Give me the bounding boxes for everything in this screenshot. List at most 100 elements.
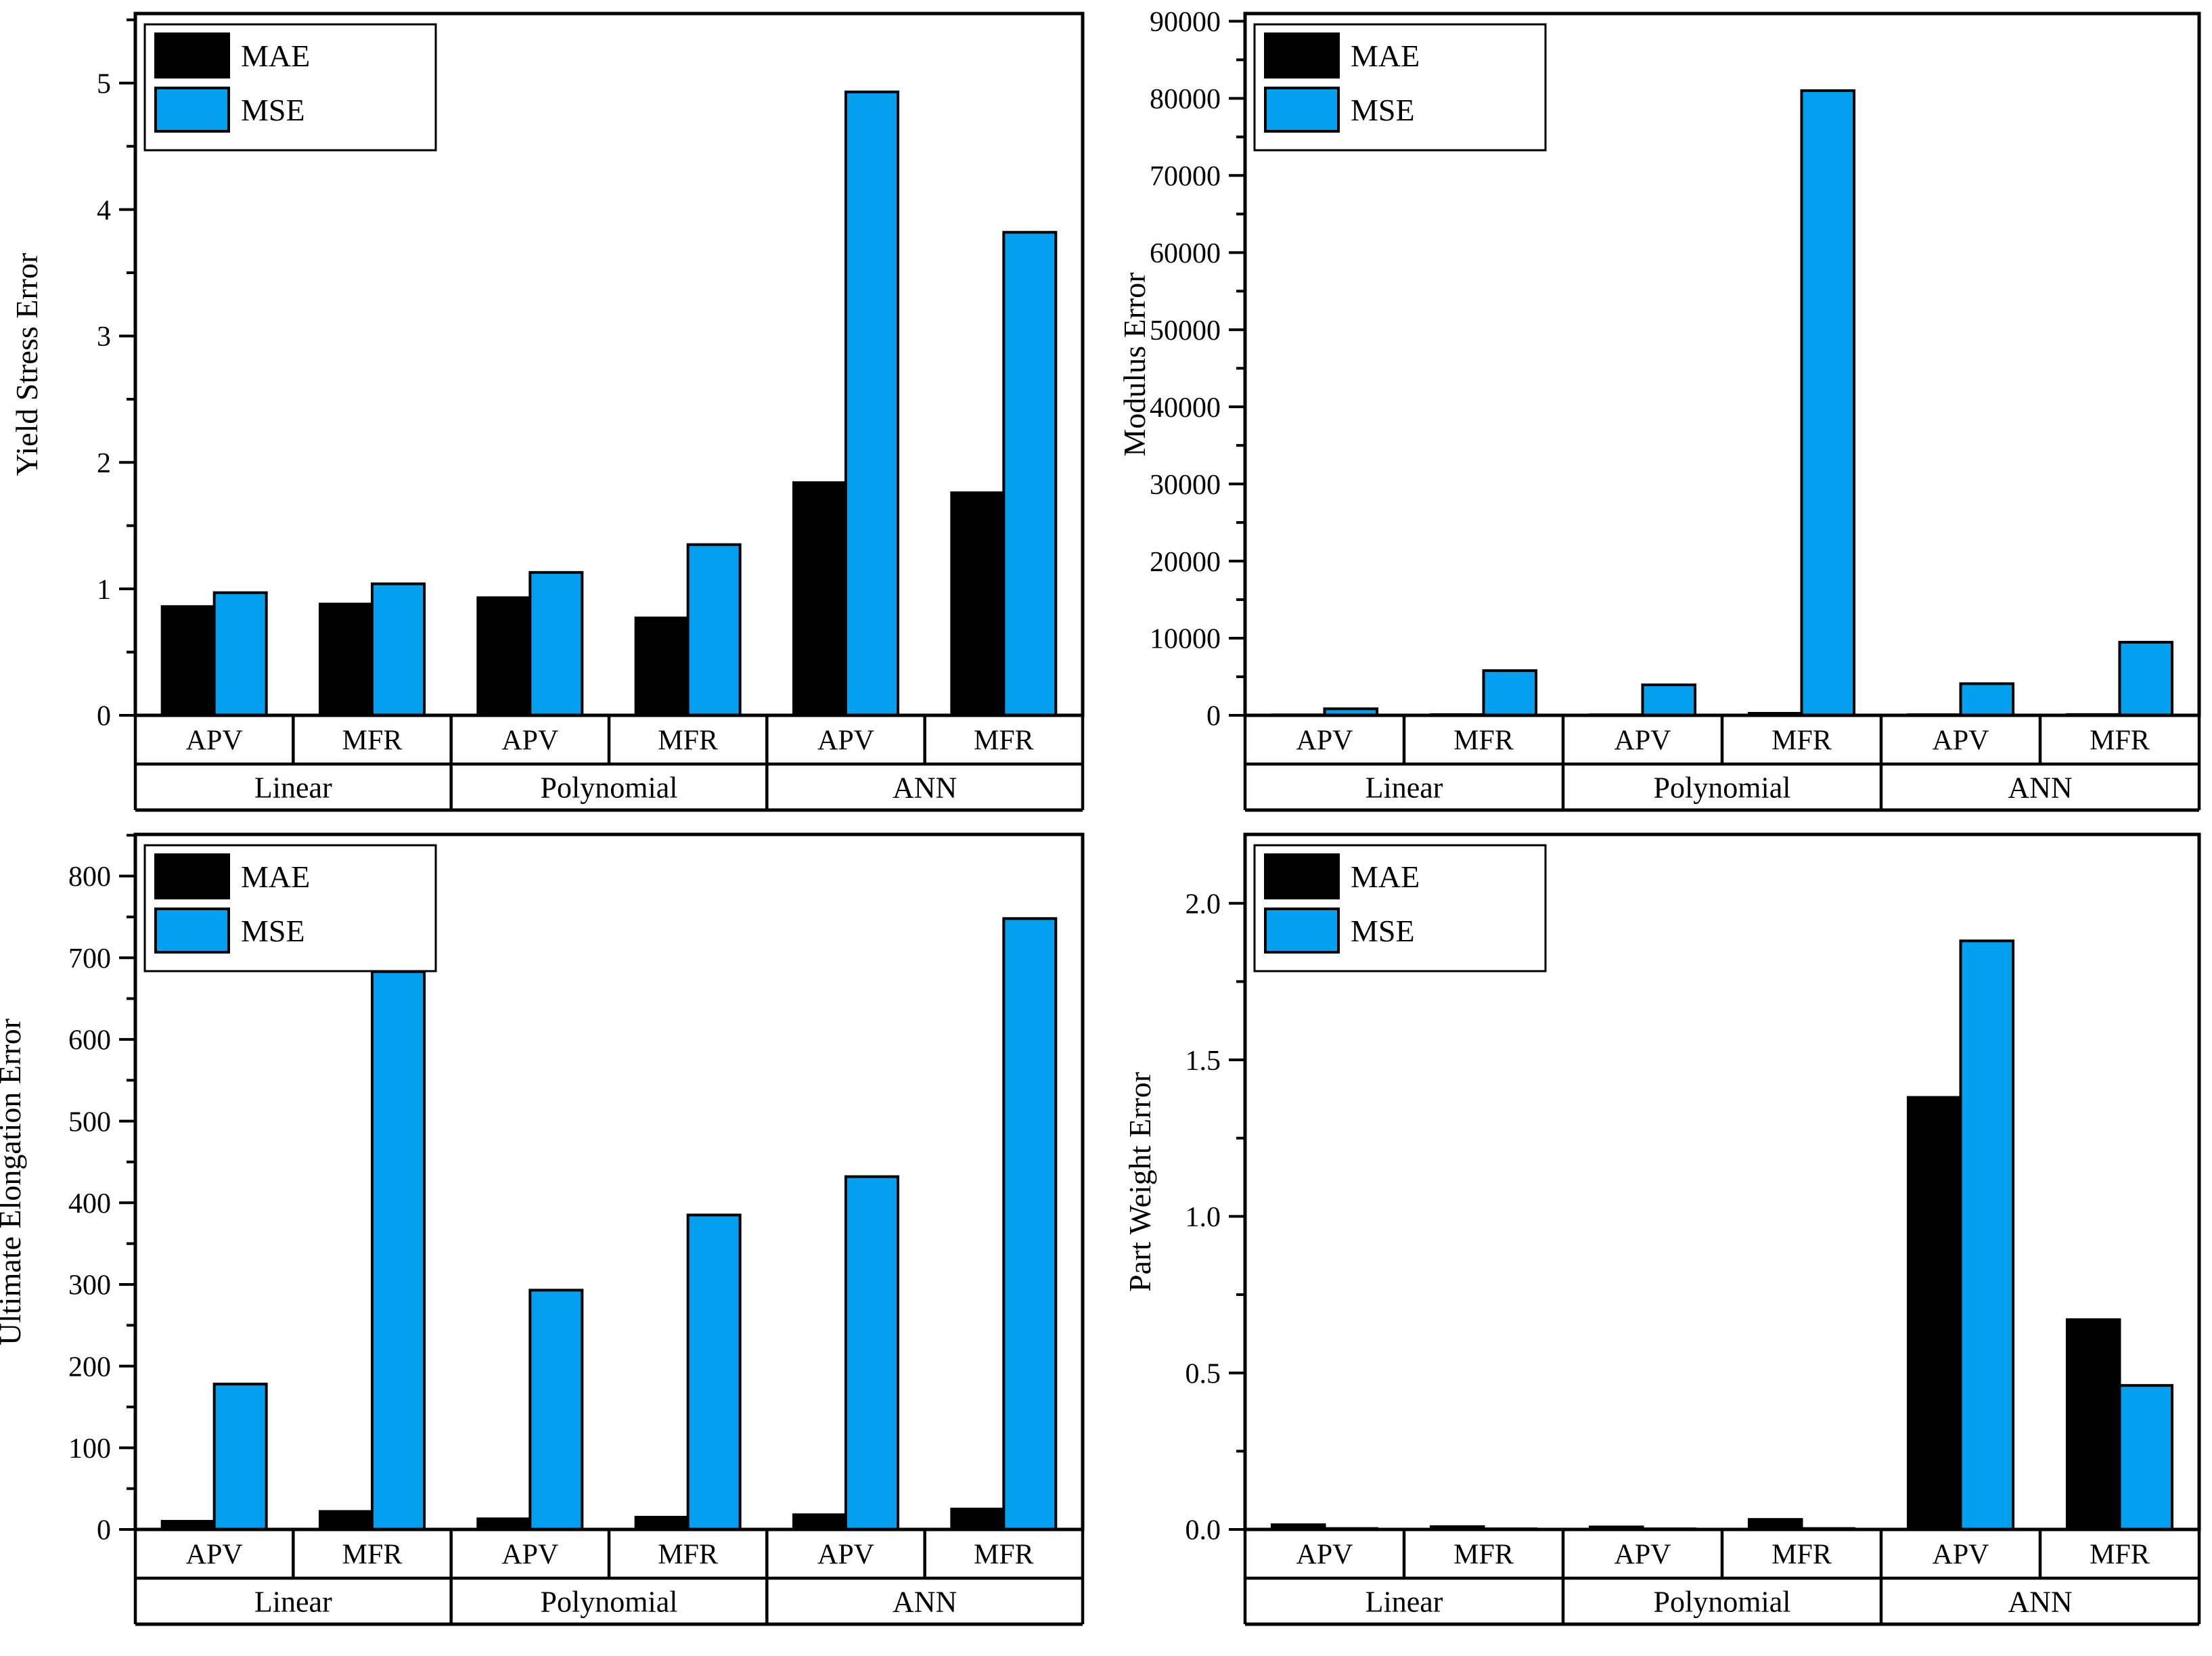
group-label: ANN <box>893 771 957 804</box>
y-axis-title: Modulus Error <box>1117 272 1152 456</box>
subgroup-label: APV <box>1932 1540 1989 1571</box>
bar-MSE-ANN-MFR <box>2118 640 2174 717</box>
bar-MAE-Polynomial-APV <box>476 596 532 717</box>
y-tick-label: 80000 <box>1150 84 1221 115</box>
subgroup-label: MFR <box>658 1540 718 1571</box>
subgroup-label: MFR <box>1771 1540 1832 1571</box>
y-tick-label: 2 <box>97 448 111 479</box>
legend: MAE MSE <box>1253 844 1547 972</box>
legend-swatch-MSE <box>1264 87 1340 133</box>
group-label: Linear <box>1365 771 1443 804</box>
bar-MAE-Polynomial-MFR <box>634 1515 690 1531</box>
subgroup-label: APV <box>501 1540 558 1571</box>
y-tick-label: 50000 <box>1150 315 1221 346</box>
bars <box>160 90 1058 717</box>
bar-MSE-Polynomial-APV <box>1641 683 1697 717</box>
subgroup-label: MFR <box>1771 725 1832 757</box>
subgroup-label: APV <box>1296 1540 1353 1571</box>
subgroup-label: APV <box>1932 725 1989 757</box>
y-tick-label: 0 <box>1206 701 1221 732</box>
y-tick-label: 2.0 <box>1186 889 1221 920</box>
x-axis-table: APV MFR APV MFR APV MFR Linear Polynomial ANN <box>1243 1529 2201 1626</box>
group-label: Polynomial <box>1654 771 1791 804</box>
group-label: Polynomial <box>541 1585 678 1618</box>
legend: MAE MSE <box>143 23 437 152</box>
bar-MAE-ANN-MFR <box>950 491 1006 717</box>
bar-MSE-Polynomial-APV <box>528 1289 584 1531</box>
subgroup-label: MFR <box>1453 1540 1514 1571</box>
y-tick-label: 100 <box>68 1433 111 1464</box>
group-label: Linear <box>1365 1585 1443 1618</box>
bar-MSE-ANN-APV <box>1959 939 2015 1531</box>
legend-label-MAE: MAE <box>241 859 310 894</box>
legend-swatch-MAE <box>1264 853 1340 899</box>
y-tick-label: 0.5 <box>1186 1358 1221 1389</box>
y-tick-label: 10000 <box>1150 624 1221 655</box>
subgroup-label: APV <box>186 1540 243 1571</box>
y-tick-label: 3 <box>97 321 111 353</box>
legend: MAE MSE <box>143 844 437 972</box>
legend-label-MSE: MSE <box>241 93 305 127</box>
y-axis-title: Yield Stress Error <box>9 253 44 476</box>
legend-swatch-MSE <box>154 908 230 954</box>
bar-MAE-Polynomial-MFR <box>634 617 690 717</box>
legend-label-MAE: MAE <box>1351 39 1420 73</box>
y-tick-label: 70000 <box>1150 161 1221 192</box>
y-tick-label: 1 <box>97 575 111 606</box>
y-tick-label: 700 <box>68 943 111 975</box>
subgroup-label: APV <box>1614 1540 1671 1571</box>
subgroup-label: MFR <box>342 725 403 757</box>
bar-MSE-Linear-MFR <box>371 582 426 717</box>
legend-label-MSE: MSE <box>1351 93 1415 127</box>
bar-MSE-Polynomial-MFR <box>1800 89 1856 717</box>
bar-MSE-Polynomial-MFR <box>686 1213 742 1531</box>
group-label: ANN <box>893 1585 957 1618</box>
chart-yield-stress: 0 1 2 3 4 5 Yield Stress Error APV MFR APV MFR APV M… <box>9 12 1085 812</box>
subgroup-label: APV <box>186 725 243 757</box>
chart-modulus: 0 10000 20000 30000 40000 50000 60000 70000 8000… <box>1117 7 2201 812</box>
bar-MAE-ANN-APV <box>792 1513 847 1531</box>
x-axis-table: APV MFR APV MFR APV MFR Linear Polynomial ANN <box>133 715 1085 812</box>
y-axis: 0 1 2 3 4 5 <box>97 18 135 732</box>
subgroup-label: APV <box>501 725 558 757</box>
subgroup-label: MFR <box>974 1540 1034 1571</box>
bar-MSE-Polynomial-MFR <box>686 543 742 717</box>
bar-MAE-ANN-APV <box>1906 1096 1962 1531</box>
bar-MSE-ANN-MFR <box>2118 1384 2174 1531</box>
bar-MSE-Linear-APV <box>212 591 268 717</box>
y-tick-label: 300 <box>68 1270 111 1301</box>
bar-MSE-Linear-MFR <box>371 970 426 1531</box>
group-label: Polynomial <box>1654 1585 1791 1618</box>
bars <box>160 917 1058 1531</box>
bars <box>1270 89 2174 717</box>
bar-MAE-Linear-APV <box>160 605 216 717</box>
bar-MAE-Linear-MFR <box>319 1510 374 1531</box>
subgroup-label: MFR <box>2090 725 2150 757</box>
y-tick-label: 60000 <box>1150 238 1221 269</box>
group-label: Linear <box>254 771 332 804</box>
y-axis-title: Ultimate Elongation Error <box>0 1019 27 1345</box>
y-tick-label: 30000 <box>1150 470 1221 501</box>
y-tick-label: 0 <box>97 1515 111 1546</box>
bar-MSE-Linear-MFR <box>1482 669 1538 717</box>
y-tick-label: 1.5 <box>1186 1046 1221 1077</box>
y-axis-title: Part Weight Error <box>1123 1072 1157 1292</box>
legend-swatch-MAE <box>154 32 230 79</box>
legend-swatch-MSE <box>154 87 230 133</box>
legend-swatch-MSE <box>1264 908 1340 954</box>
y-tick-label: 40000 <box>1150 393 1221 424</box>
y-axis: 0 10000 20000 30000 40000 50000 60000 70000 8000… <box>1150 7 1245 732</box>
subgroup-label: MFR <box>2090 1540 2150 1571</box>
y-tick-label: 20000 <box>1150 547 1221 578</box>
legend-swatch-MAE <box>154 853 230 899</box>
y-tick-label: 0.0 <box>1186 1515 1221 1546</box>
group-label: ANN <box>2008 771 2072 804</box>
bar-MSE-Linear-APV <box>212 1383 268 1531</box>
y-tick-label: 5 <box>97 68 111 99</box>
bar-MSE-ANN-APV <box>1959 682 2015 717</box>
legend-label-MAE: MAE <box>241 39 310 73</box>
x-axis-table: APV MFR APV MFR APV MFR Linear Polynomial ANN <box>1243 715 2201 812</box>
